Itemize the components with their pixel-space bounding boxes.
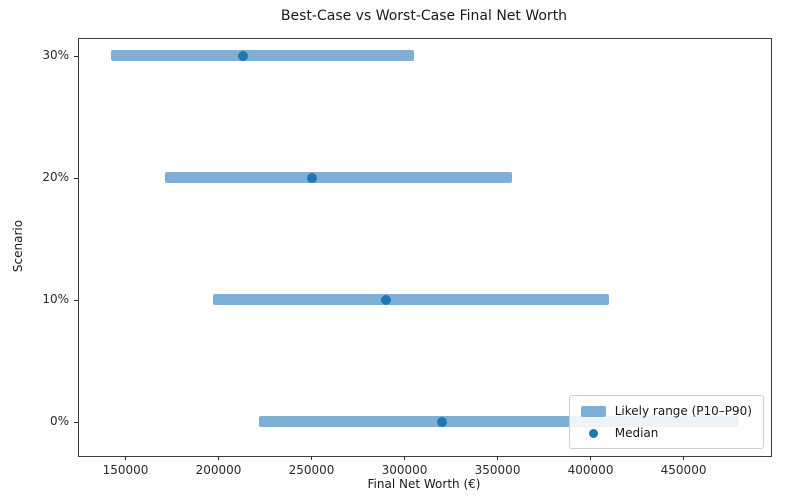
y-tick-mark bbox=[74, 421, 78, 423]
legend: Likely range (P10–P90) Median bbox=[568, 395, 764, 449]
legend-label-median: Median bbox=[614, 426, 659, 440]
y-tick-mark bbox=[74, 55, 78, 57]
legend-item-median: Median bbox=[581, 426, 752, 440]
x-tick-label: 450000 bbox=[660, 463, 707, 477]
x-tick-label: 250000 bbox=[288, 463, 335, 477]
median-marker-icon bbox=[588, 428, 598, 438]
y-tick-label: 20% bbox=[42, 170, 69, 184]
legend-item-range: Likely range (P10–P90) bbox=[580, 404, 752, 418]
range-bar bbox=[110, 50, 414, 61]
x-tick-label: 350000 bbox=[474, 463, 521, 477]
y-tick-label: 0% bbox=[49, 414, 69, 428]
chart-title: Best-Case vs Worst-Case Final Net Worth bbox=[280, 8, 568, 24]
y-axis-label: Scenario bbox=[11, 219, 25, 273]
x-tick-label: 150000 bbox=[102, 463, 149, 477]
x-tick-mark bbox=[125, 456, 126, 460]
x-tick-mark bbox=[497, 456, 499, 460]
range-swatch-icon bbox=[580, 405, 606, 417]
x-tick-mark bbox=[311, 456, 313, 460]
x-axis-label: Final Net Worth (€) bbox=[367, 477, 481, 491]
x-tick-label: 300000 bbox=[381, 463, 428, 477]
median-marker-wrap bbox=[581, 428, 606, 438]
legend-label-range: Likely range (P10–P90) bbox=[614, 404, 752, 418]
median-dot bbox=[380, 295, 391, 305]
y-tick-mark bbox=[74, 177, 78, 179]
y-tick-label: 10% bbox=[42, 292, 69, 306]
range-bar bbox=[164, 172, 513, 183]
median-dot bbox=[306, 173, 317, 183]
y-tick-label: 30% bbox=[42, 48, 69, 62]
median-dot bbox=[237, 51, 248, 61]
x-tick-label: 400000 bbox=[567, 463, 614, 477]
plot-area: 150000 200000 250000 300000 350000 400000 4500… bbox=[42, 38, 772, 477]
x-tick-mark bbox=[218, 456, 220, 460]
y-tick-mark bbox=[74, 299, 78, 301]
x-tick-mark bbox=[683, 456, 685, 460]
range-bar bbox=[259, 416, 740, 427]
range-bar bbox=[212, 294, 610, 305]
x-tick-mark bbox=[590, 456, 592, 460]
median-dot bbox=[436, 417, 447, 427]
x-tick-label: 200000 bbox=[195, 463, 242, 477]
x-tick-mark bbox=[404, 456, 406, 460]
